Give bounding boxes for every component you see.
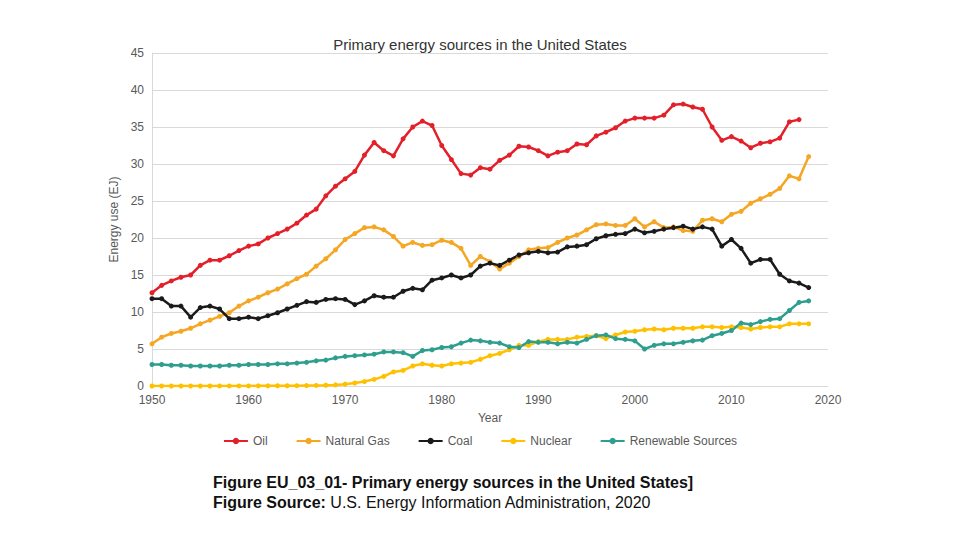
svg-text:2020: 2020 <box>815 393 842 407</box>
svg-text:Primary energy sources in the: Primary energy sources in the United Sta… <box>333 36 626 53</box>
svg-text:30: 30 <box>131 157 145 171</box>
svg-text:Energy use (EJ): Energy use (EJ) <box>107 176 121 262</box>
svg-text:35: 35 <box>131 120 145 134</box>
html-text:Figure Source: U.S. Energy Inf: Figure Source: U.S. Energy Information A… <box>213 494 651 511</box>
svg-text:0: 0 <box>137 379 144 393</box>
svg-text:5: 5 <box>137 342 144 356</box>
svg-text:1960: 1960 <box>235 393 262 407</box>
svg-text:1950: 1950 <box>139 393 166 407</box>
svg-text:40: 40 <box>131 83 145 97</box>
svg-text:1970: 1970 <box>332 393 359 407</box>
svg-text:10: 10 <box>131 305 145 319</box>
svg-text:20: 20 <box>131 231 145 245</box>
svg-text:45: 45 <box>131 46 145 60</box>
svg-text:15: 15 <box>131 268 145 282</box>
svg-text:2000: 2000 <box>622 393 649 407</box>
html-text:Figure EU_03_01- Primary energ: Figure EU_03_01- Primary energy sources … <box>213 474 694 491</box>
svg-text:Renewable Sources: Renewable Sources <box>630 434 737 448</box>
svg-text:Year: Year <box>478 411 502 425</box>
svg-text:Coal: Coal <box>448 434 473 448</box>
svg-text:1980: 1980 <box>428 393 455 407</box>
svg-text:Nuclear: Nuclear <box>530 434 571 448</box>
svg-text:Natural Gas: Natural Gas <box>326 434 390 448</box>
svg-text:25: 25 <box>131 194 145 208</box>
svg-text:1990: 1990 <box>525 393 552 407</box>
svg-text:Oil: Oil <box>253 434 268 448</box>
svg-text:2010: 2010 <box>718 393 745 407</box>
